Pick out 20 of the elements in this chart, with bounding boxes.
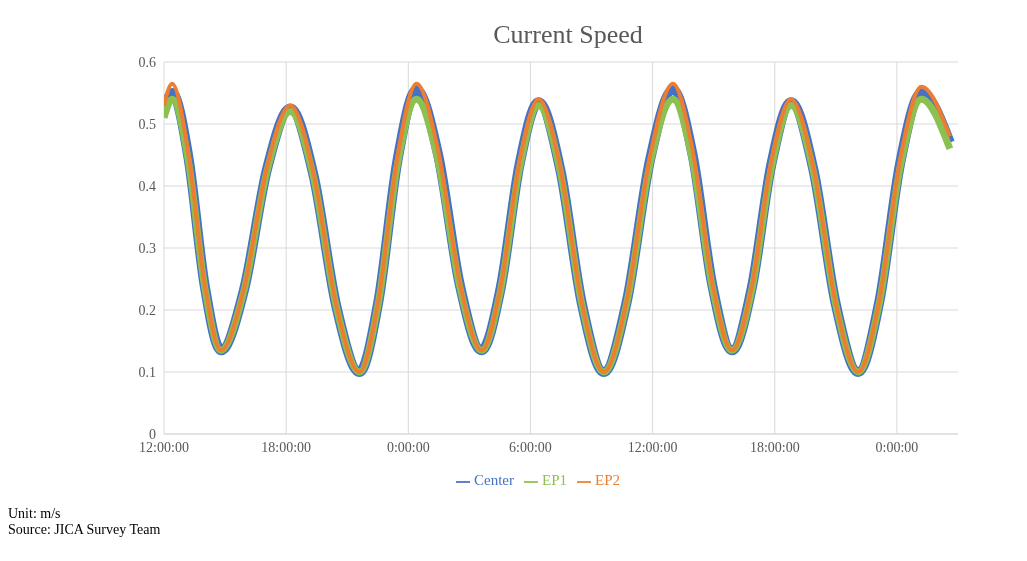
x-tick-label: 12:00:00 [627, 439, 678, 455]
y-tick-label: 0.5 [138, 116, 156, 132]
x-tick-label: 0:00:00 [386, 439, 430, 455]
y-tick-label: 0.3 [138, 240, 156, 256]
text: Unit: m/s [8, 506, 62, 522]
legend-label: Center [473, 472, 514, 488]
x-tick-label: 18:00:00 [749, 439, 800, 455]
chart-title: Current Speed [492, 20, 644, 51]
legend-label: EP2 [594, 472, 620, 488]
y-tick-label: 0.6 [138, 54, 156, 70]
legend-label: EP1 [541, 472, 567, 488]
x-tick-label: 18:00:00 [261, 439, 312, 455]
x-tick-label: 6:00:00 [509, 439, 552, 455]
x-tick-label: 0:00:00 [875, 439, 919, 455]
x-tick-label: 12:00:00 [139, 439, 189, 455]
y-tick-label: 0 [149, 426, 156, 442]
source-note: Source: JICA Survey Team [8, 522, 162, 538]
y-tick-label: 0.2 [138, 302, 156, 318]
y-tick-label: 0.1 [138, 364, 156, 380]
y-tick-label: 0.4 [138, 178, 156, 194]
